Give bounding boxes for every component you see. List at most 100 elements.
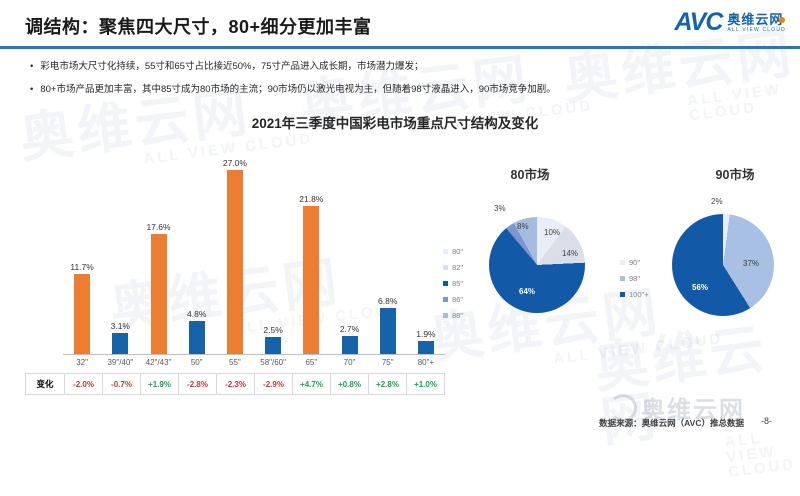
x-axis-tick-label: 75" — [381, 358, 394, 367]
legend-marker-icon — [620, 260, 625, 265]
size-structure-bar-chart: 11.7% 3.1% 17.6% 4.8% 27.0% 2.5% 21.8% 2.7% 6.8%… — [25, 146, 445, 395]
bar-column: 2.5% — [254, 325, 292, 354]
bar-column: 27.0% — [216, 158, 254, 354]
x-axis-tick-label: 50" — [190, 358, 203, 367]
legend-label: 82" — [452, 263, 464, 272]
header-divider — [0, 46, 800, 49]
bar-value-label: 2.7% — [339, 323, 360, 334]
pie-title-90-market: 90市场 — [715, 168, 755, 182]
bar-column: 4.8% — [178, 309, 216, 354]
change-value-cell: +4.7% — [293, 374, 331, 394]
change-value-cell: -2.0% — [65, 374, 103, 394]
pie-slice-value-label: 8% — [517, 222, 529, 231]
legend-label: 88" — [452, 311, 464, 320]
bar — [417, 341, 434, 354]
legend-item: 86" — [443, 295, 463, 304]
legend-label: 80" — [452, 247, 464, 256]
footer-watermark-text: 奥维云网 — [641, 397, 745, 424]
chart-title: 2021年三季度中国彩电市场重点尺寸结构及变化 — [251, 116, 539, 131]
legend-marker-icon — [620, 292, 625, 297]
legend-marker-icon — [443, 297, 448, 302]
change-value-cell: +0.8% — [331, 374, 369, 394]
avc-logo-letters: AVC — [674, 8, 723, 36]
bar-column: 11.7% — [63, 262, 101, 354]
bar-value-label: 21.8% — [299, 193, 324, 204]
bullet-item: 彩电市场大尺寸化持续，55寸和65寸占比接近50%，75寸产品进入成长期，市场潜… — [30, 60, 760, 74]
bar — [150, 234, 167, 354]
pie-chart-80-market — [489, 217, 585, 313]
x-axis-tick-label: 70" — [343, 358, 356, 367]
x-axis-tick-label: 65" — [305, 358, 318, 367]
category-labels-row: 32" 39"/40" 42"/43" 50" 55" 58"/60" 65" 70" 75" 8… — [63, 358, 445, 367]
bullet-item: 80+市场产品更加丰富，其中85寸成为80市场的主流；90市场仍以激光电视为主，… — [30, 83, 760, 97]
x-axis-tick-label: 32" — [76, 358, 88, 367]
legend-item: 100"+ — [620, 290, 649, 299]
legend-label: 100"+ — [629, 290, 649, 299]
x-axis-tick-label: 39"/40" — [107, 358, 134, 367]
avc-logo-dot-icon — [779, 17, 785, 23]
bar-value-label: 2.5% — [263, 325, 283, 335]
avc-logo-tagline: ALL VIEW CLOUD — [727, 26, 786, 33]
legend-marker-icon — [443, 313, 448, 318]
data-source-note: 数据来源：奥维云网（AVC）推总数据 — [599, 418, 744, 428]
legend-marker-icon — [620, 276, 625, 281]
legend-item: 82" — [443, 263, 463, 272]
legend-item: 80" — [443, 247, 463, 256]
legend-marker-icon — [443, 249, 448, 254]
x-axis-tick-label: 58"/60" — [260, 358, 286, 367]
page-number: -8- — [761, 416, 772, 426]
pie-slice-value-label: 56% — [692, 283, 709, 292]
pie-title-80-market: 80市场 — [510, 168, 550, 182]
bar-column: 17.6% — [139, 222, 177, 354]
bar-value-label: 27.0% — [222, 158, 247, 169]
bar-column: 1.9% — [407, 329, 445, 354]
bar-value-label: 11.7% — [70, 262, 94, 273]
avc-logo-name: 奥维云网 — [727, 11, 784, 27]
bar — [226, 170, 243, 354]
legend-marker-icon — [443, 265, 448, 270]
pie-slice-value-label: 37% — [743, 259, 760, 268]
bar-column: 3.1% — [101, 321, 139, 354]
summary-bullets: 彩电市场大尺寸化持续，55寸和65寸占比接近50%，75寸产品进入成长期，市场潜… — [30, 60, 760, 106]
change-value-cell: +1.9% — [141, 374, 179, 394]
pie-slice-value-label: 2% — [711, 197, 723, 206]
bar — [341, 335, 358, 354]
page-title: 调结构：聚焦四大尺寸，80+细分更加丰富 — [25, 17, 372, 37]
bars-row: 11.7% 3.1% 17.6% 4.8% 27.0% 2.5% 21.8% 2.7% 6.8%… — [63, 146, 445, 354]
bar-value-label: 1.9% — [416, 329, 436, 340]
bar — [74, 274, 91, 354]
x-axis-tick-label: 80"+ — [417, 358, 435, 367]
pie-slice-value-label: 64% — [519, 287, 536, 296]
x-axis-line — [63, 354, 445, 355]
bar — [112, 332, 129, 354]
bar-value-label: 3.1% — [110, 320, 130, 331]
pie-slice-value-label: 3% — [494, 204, 506, 213]
bar — [379, 307, 396, 354]
change-row-label: 变化 — [26, 374, 65, 394]
bar-value-label: 6.8% — [378, 295, 398, 306]
legend-item: 98" — [620, 274, 649, 283]
avc-logo: AVC 奥维云网 ALL VIEW CLOUD — [674, 8, 786, 37]
legend-90-market: 90" 98" 100"+ — [620, 258, 649, 299]
legend-item: 88" — [443, 311, 463, 320]
bar — [303, 205, 320, 354]
bar-value-label: 4.8% — [187, 309, 207, 320]
change-value-cell: -2.8% — [179, 374, 217, 394]
bar — [188, 321, 205, 354]
legend-label: 86" — [452, 295, 464, 304]
bar-column: 2.7% — [330, 324, 368, 354]
legend-marker-icon — [443, 281, 448, 286]
legend-label: 85" — [452, 279, 464, 288]
change-value-cell: +2.8% — [369, 374, 407, 394]
bar-column: 21.8% — [292, 194, 330, 354]
bar — [265, 337, 282, 354]
pie-slice-value-label: 10% — [544, 228, 561, 237]
change-value-cell: -2.9% — [255, 374, 293, 394]
footer-watermark-swirl-icon — [609, 393, 637, 422]
bar-column: 6.8% — [369, 296, 407, 354]
change-value-cell: -0.7% — [103, 374, 141, 394]
legend-label: 98" — [629, 274, 641, 283]
legend-item: 85" — [443, 279, 463, 288]
change-value-cell: +1.0% — [414, 379, 437, 389]
pie-slice-value-label: 14% — [562, 249, 579, 258]
